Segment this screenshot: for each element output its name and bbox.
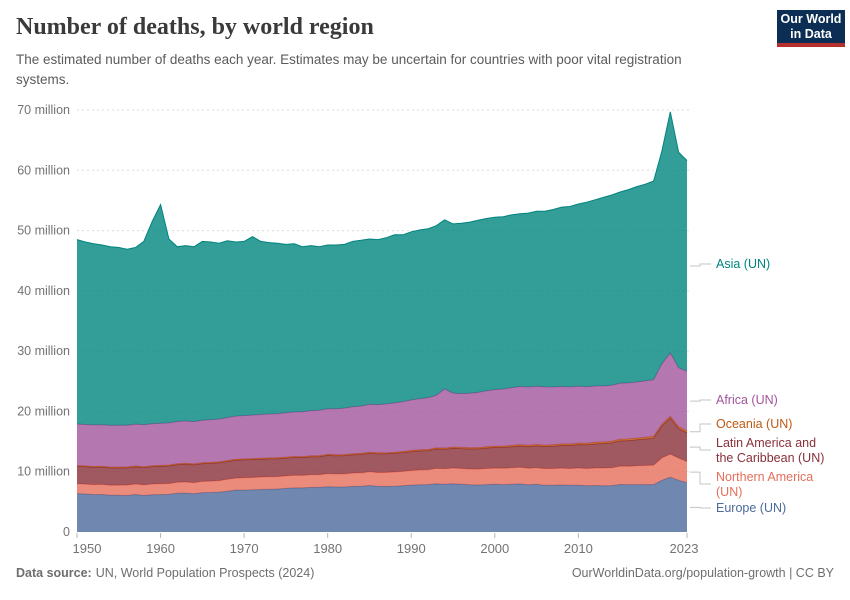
svg-text:10 million: 10 million [17,465,70,479]
data-source-label: Data source: [16,566,92,580]
chart-subtitle: The estimated number of deaths each year… [16,52,682,88]
credit-link[interactable]: OurWorldinData.org/population-growth | C… [571,566,834,580]
svg-text:1990: 1990 [397,541,426,556]
owid-logo[interactable]: Our World in Data [777,10,845,47]
svg-text:60 million: 60 million [17,163,70,177]
legend-item-oceania[interactable]: Oceania (UN) [716,417,793,431]
svg-text:50 million: 50 million [17,224,70,238]
data-source-text: UN, World Population Prospects (2024) [95,566,315,580]
owid-logo-line2: in Data [790,26,832,41]
svg-text:1980: 1980 [313,541,342,556]
svg-text:2000: 2000 [480,541,509,556]
svg-text:40 million: 40 million [17,284,70,298]
legend-item-europe[interactable]: Europe (UN) [716,501,787,515]
svg-text:20 million: 20 million [17,404,70,418]
svg-text:30 million: 30 million [17,344,70,358]
chart-header: Number of deaths, by world region The es… [16,14,756,91]
chart-footer: Data source: UN, World Population Prospec… [16,566,834,580]
svg-text:1950: 1950 [73,541,102,556]
legend-item-northern-america[interactable]: Northern America (UN) [716,470,814,499]
legend-item-latin-america[interactable]: Latin America and the Caribbean (UN) [716,436,825,465]
svg-text:1970: 1970 [230,541,259,556]
data-source-note: Data source: UN, World Population Prospec… [16,566,314,580]
svg-text:70 million: 70 million [17,103,70,117]
chart-title: Number of deaths, by world region [16,14,374,40]
legend-item-africa[interactable]: Africa (UN) [716,393,778,407]
legend-item-asia[interactable]: Asia (UN) [716,257,771,271]
svg-text:1960: 1960 [146,541,175,556]
owid-logo-line1: Our World [780,12,842,27]
svg-text:2023: 2023 [670,541,699,556]
svg-text:0: 0 [63,525,70,539]
svg-text:2010: 2010 [564,541,593,556]
